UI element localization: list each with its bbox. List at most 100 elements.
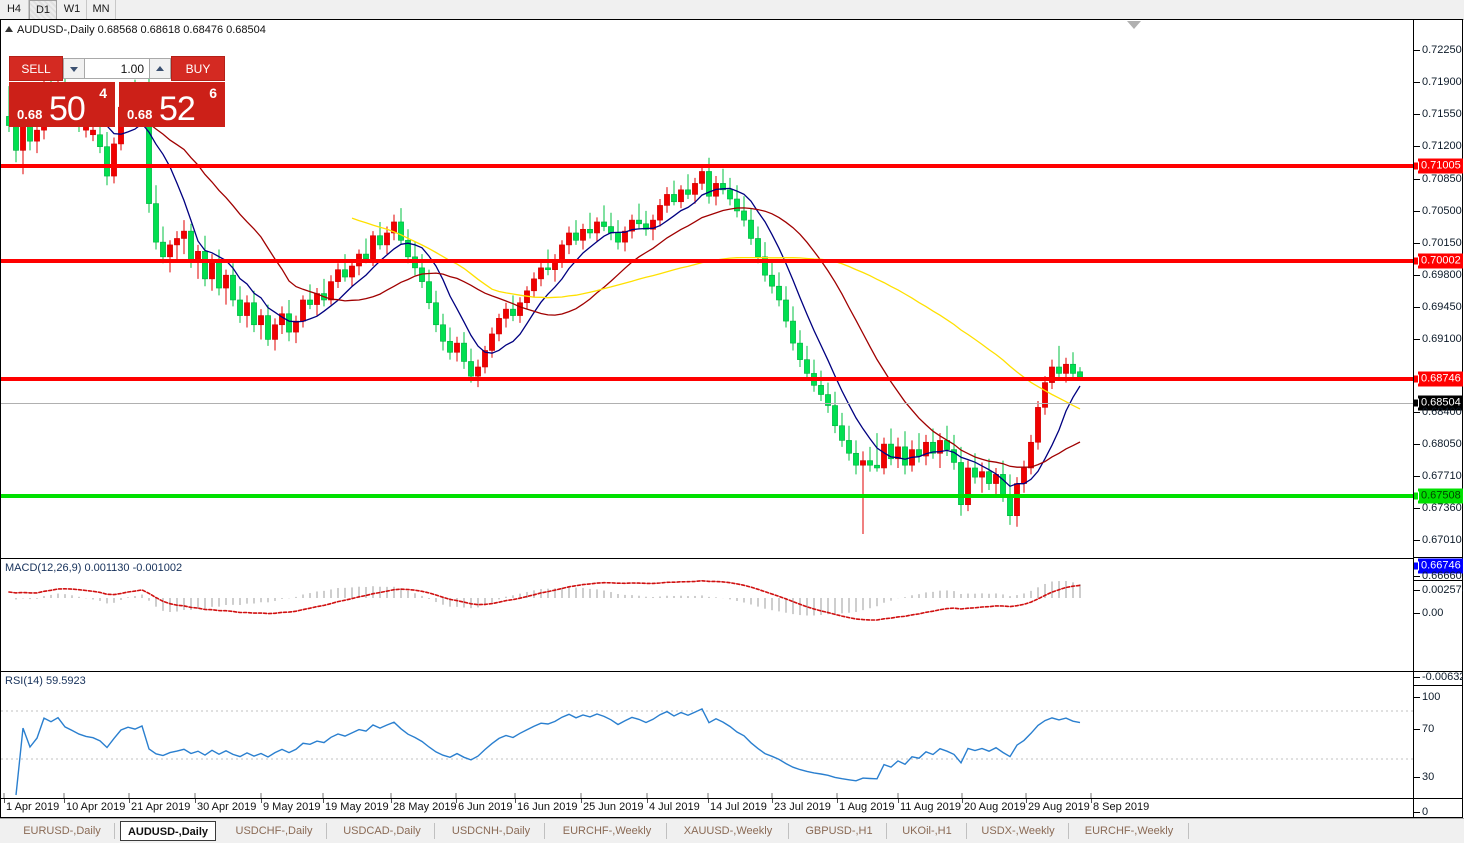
candle: [902, 446, 908, 466]
rsi-indicator-pane[interactable]: RSI(14) 59.5923: [1, 672, 1413, 799]
chart-tab-usdcnh-daily[interactable]: USDCNH-,Daily: [451, 825, 531, 837]
price-tick: [1414, 540, 1420, 541]
level-line-resistance-68746[interactable]: [1, 377, 1413, 381]
candle: [748, 219, 754, 239]
buy-price-box[interactable]: 0.68 52 6: [119, 82, 225, 128]
candle: [979, 471, 985, 478]
candle: [482, 350, 488, 368]
sell-price-box[interactable]: 0.68 50 4: [9, 82, 115, 128]
timeframe-h4-label: H4: [6, 3, 22, 15]
date-tick: [708, 799, 709, 803]
level-line-resistance-70002[interactable]: [1, 259, 1413, 263]
chart-tab-usdchf-daily[interactable]: USDCHF-,Daily: [235, 825, 313, 837]
chart-tab-usdx-weekly[interactable]: USDX-,Weekly: [981, 825, 1055, 837]
candle: [531, 278, 537, 292]
price-level-handle[interactable]: [1414, 398, 1419, 408]
date-label: 6 Jun 2019: [458, 801, 513, 813]
timeframe-d1[interactable]: D1: [29, 0, 57, 19]
date-label: 1 Aug 2019: [839, 801, 895, 813]
chart-scroll-marker-icon[interactable]: [1127, 21, 1141, 29]
macd-signal-line: [8, 579, 1081, 621]
price-level-badge[interactable]: 0.67508: [1418, 488, 1463, 504]
tab-separator: [886, 823, 887, 839]
price-scale[interactable]: 0.72250 0.71900 0.71550 0.71200 0.71005 0.708…: [1413, 20, 1463, 817]
price-tick: [1414, 211, 1420, 212]
price-level-handle[interactable]: [1414, 561, 1419, 571]
candle: [958, 462, 964, 505]
volume-stepper[interactable]: 1.00: [63, 57, 171, 80]
volume-increase-icon[interactable]: [149, 58, 171, 79]
level-line-support-67508[interactable]: [1, 494, 1413, 498]
candle: [398, 221, 404, 241]
volume-input[interactable]: 1.00: [85, 58, 149, 79]
candle: [370, 235, 376, 259]
chart-tab-xauusd-weekly[interactable]: XAUUSD-,Weekly: [683, 825, 773, 837]
buy-button[interactable]: BUY: [171, 56, 225, 81]
price-level-badge[interactable]: 0.71005: [1418, 158, 1463, 174]
candle: [874, 464, 880, 469]
candle: [643, 223, 649, 230]
price-level-badge[interactable]: 0.68746: [1418, 371, 1463, 387]
candle: [90, 129, 96, 136]
scale-tick: [1414, 697, 1420, 698]
timeframe-h4[interactable]: H4: [0, 0, 29, 19]
chart-tab-eurusd-daily[interactable]: EURUSD-,Daily: [23, 825, 101, 837]
candle: [307, 299, 313, 305]
chart-tab-eurchf-weekly[interactable]: EURCHF-,Weekly: [1084, 825, 1174, 837]
date-tick: [581, 799, 582, 803]
chart-tab-audusd-daily[interactable]: AUDUSD-,Daily: [120, 821, 216, 841]
scale-label: 0: [1422, 806, 1429, 817]
price-level-handle[interactable]: [1414, 374, 1419, 384]
price-level-badge[interactable]: 0.70002: [1418, 253, 1463, 269]
price-label: 0.67710: [1422, 470, 1462, 482]
price-level-badge[interactable]: 0.68504: [1418, 395, 1463, 411]
scale-label: 0.00: [1422, 607, 1444, 619]
candle: [566, 232, 572, 246]
chart-tab-gbpusd-h1[interactable]: GBPUSD-,H1: [805, 825, 873, 837]
macd-indicator-pane[interactable]: MACD(12,26,9) 0.001130 -0.001002: [1, 558, 1413, 672]
candle: [510, 308, 516, 316]
chart-tab-ukoil-h1[interactable]: UKOil-,H1: [902, 825, 952, 837]
candle: [440, 324, 446, 342]
candle: [286, 313, 292, 333]
date-label: 29 Aug 2019: [1028, 801, 1090, 813]
price-level-badge[interactable]: 0.66746: [1418, 558, 1463, 574]
date-tick: [456, 799, 457, 803]
sell-button[interactable]: SELL: [9, 56, 63, 81]
candle: [895, 446, 901, 460]
timeframe-w1[interactable]: W1: [58, 0, 87, 19]
chart-tab-eurchf-weekly[interactable]: EURCHF-,Weekly: [562, 825, 652, 837]
timeframe-mn[interactable]: MN: [87, 0, 116, 19]
date-tick: [195, 799, 196, 803]
price-level-handle[interactable]: [1414, 161, 1419, 171]
price-label: 0.71550: [1422, 108, 1462, 120]
date-tick: [64, 799, 65, 803]
scale-divider: [1414, 685, 1463, 686]
one-click-trading-panel[interactable]: SELL 1.00 BUY 0.68 50 4 0.68: [9, 56, 225, 128]
candle: [692, 183, 698, 195]
price-label: 0.70850: [1422, 173, 1462, 185]
candle: [706, 171, 712, 197]
price-label: 0.71900: [1422, 76, 1462, 88]
chart-tab-usdcad-daily[interactable]: USDCAD-,Daily: [343, 825, 421, 837]
collapse-triangle-icon[interactable]: [5, 26, 13, 32]
candle: [251, 302, 257, 326]
price-level-handle[interactable]: [1414, 256, 1419, 266]
volume-decrease-icon[interactable]: [63, 58, 85, 79]
candle: [881, 443, 887, 469]
price-label: 0.68400: [1422, 406, 1462, 418]
candle: [1028, 441, 1034, 469]
date-tick: [129, 799, 130, 803]
candle: [328, 281, 334, 301]
scale-label: 30: [1422, 771, 1435, 783]
rsi-line: [15, 707, 1081, 796]
one-click-quotes: 0.68 50 4 0.68 52 6: [9, 82, 225, 128]
price-label: 0.69800: [1422, 269, 1462, 281]
price-level-handle[interactable]: [1414, 491, 1419, 501]
tab-separator: [666, 823, 667, 839]
level-line-resistance-71005[interactable]: [1, 164, 1413, 168]
date-label: 1 Apr 2019: [6, 801, 60, 813]
candle: [517, 302, 523, 316]
price-chart-pane[interactable]: AUDUSD-,Daily 0.68568 0.68618 0.68476 0.…: [1, 20, 1413, 557]
